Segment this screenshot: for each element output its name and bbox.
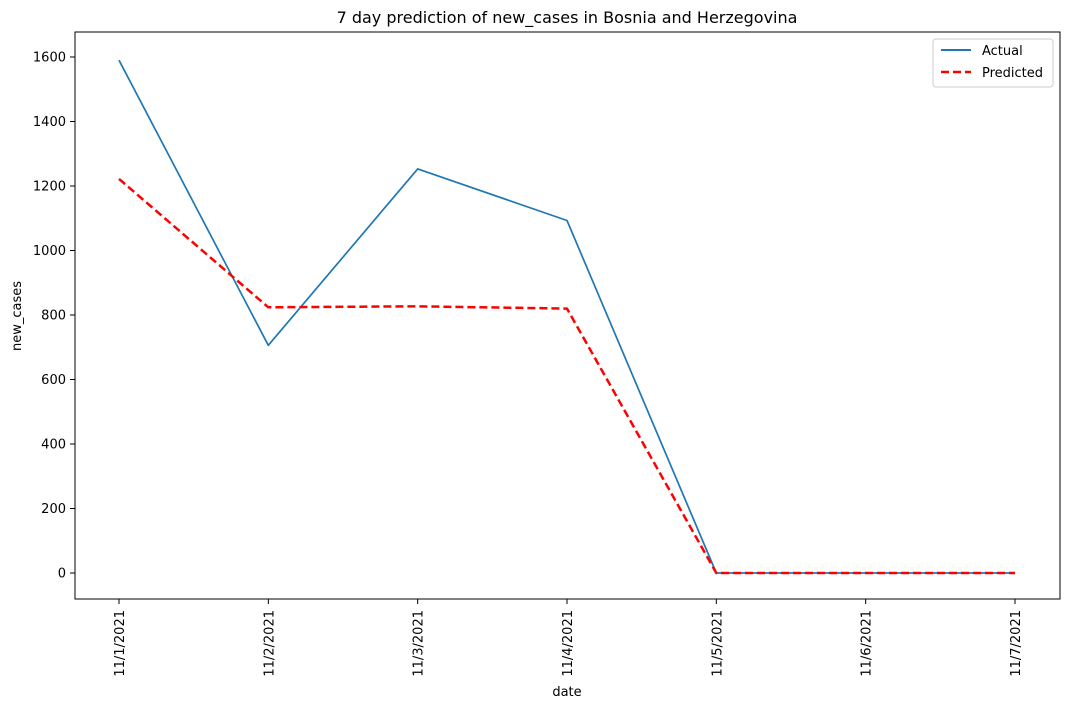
x-tick-label: 11/7/2021 [1009, 610, 1024, 677]
x-tick-label: 11/1/2021 [113, 610, 128, 677]
x-axis: 11/1/2021 11/2/2021 11/3/2021 11/4/2021 11/5… [113, 599, 1024, 677]
y-axis: 0 200 400 600 800 1000 1200 1400 1600 [33, 51, 75, 582]
y-tick-label: 1600 [33, 51, 66, 66]
x-tick-label: 11/2/2021 [262, 610, 277, 677]
plot-area-frame [74, 31, 1061, 600]
legend: Actual Predicted [932, 38, 1054, 88]
x-tick-label: 11/5/2021 [710, 610, 725, 677]
x-tick-label: 11/4/2021 [561, 610, 576, 677]
legend-actual-label: Actual [982, 44, 1023, 59]
series-line-predicted [118, 177, 1015, 575]
x-axis-label: date [552, 685, 581, 700]
chart-title: 7 day prediction of new_cases in Bosnia … [337, 8, 798, 28]
y-axis-label: new_cases [10, 281, 25, 351]
y-tick-label: 800 [41, 309, 66, 324]
y-tick-label: 1200 [33, 180, 66, 195]
y-tick-label: 400 [41, 438, 66, 453]
y-tick-label: 200 [41, 502, 66, 517]
y-tick-label: 0 [58, 567, 66, 582]
x-tick-label: 11/6/2021 [860, 610, 875, 677]
legend-predicted-label: Predicted [982, 66, 1043, 81]
y-tick-label: 1000 [33, 244, 66, 259]
series-lines [118, 59, 1016, 575]
series-line-actual [118, 59, 1015, 574]
y-tick-label: 1400 [33, 115, 66, 130]
y-tick-label: 600 [41, 373, 66, 388]
x-tick-label: 11/3/2021 [412, 610, 427, 677]
